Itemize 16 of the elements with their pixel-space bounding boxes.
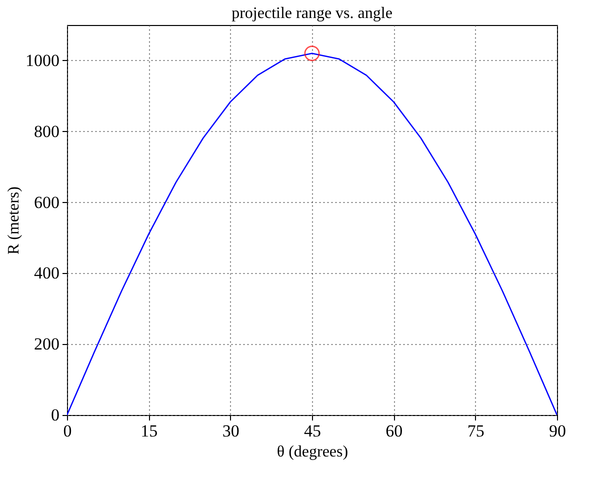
y-tick-label: 200 [34,334,60,354]
x-tick-label: 0 [63,422,72,440]
y-tick-label: 800 [34,122,60,141]
x-tick-label: 75 [467,422,484,440]
x-tick-label: 60 [386,422,403,440]
y-tick-label: 400 [34,264,60,283]
chart-title: projectile range vs. angle [232,5,392,22]
y-tick-label: 0 [51,406,60,424]
x-tick-label: 90 [549,422,566,440]
x-tick-label: 45 [304,422,321,440]
y-tick-label: 1000 [26,50,60,70]
x-tick-label: 30 [222,422,240,440]
y-tick-label: 600 [34,192,60,212]
x-tick-label: 15 [140,422,158,440]
x-axis-title: θ (degrees) [276,444,348,460]
y-axis-title: R (meters) [6,186,22,254]
